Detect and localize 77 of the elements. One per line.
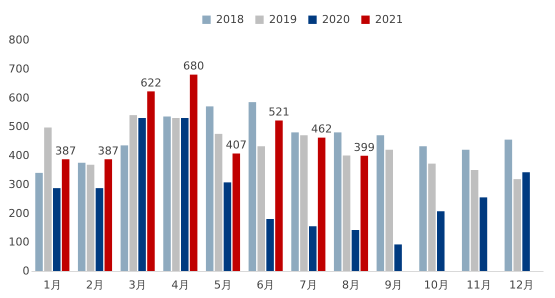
y-tick-label: 800: [8, 34, 30, 46]
bar: [62, 159, 70, 271]
bar: [206, 106, 214, 271]
y-tick-label: 400: [8, 149, 30, 162]
y-tick-label: 700: [8, 62, 30, 76]
bar: [96, 188, 104, 271]
bar: [44, 127, 52, 271]
data-label: 399: [354, 140, 375, 154]
bar: [334, 132, 342, 271]
data-label: 462: [311, 122, 332, 136]
bar: [129, 115, 137, 271]
bar: [224, 182, 232, 271]
legend-label: 2018: [216, 12, 244, 26]
bar: [35, 172, 43, 271]
x-tick-label: 6月: [256, 278, 275, 292]
bar: [309, 226, 317, 271]
x-tick-label: 11月: [466, 278, 492, 292]
bar: [522, 172, 530, 271]
x-tick-label: 3月: [128, 278, 147, 292]
bar: [342, 156, 350, 271]
bar: [163, 116, 171, 271]
bar: [275, 120, 283, 271]
x-tick-label: 10月: [424, 278, 449, 292]
bar: [181, 118, 189, 271]
data-label: 680: [183, 60, 204, 73]
data-label: 521: [268, 106, 290, 119]
bar: [266, 219, 274, 271]
bar: [385, 150, 393, 271]
bar: [257, 146, 265, 271]
bar: [462, 150, 470, 271]
y-tick-label: 200: [8, 206, 30, 220]
data-label: 622: [140, 76, 162, 90]
bar: [394, 244, 402, 271]
bar: [300, 135, 308, 271]
bar: [248, 102, 256, 271]
bar: [480, 197, 488, 271]
legend-label: 2020: [322, 12, 350, 26]
bar: [437, 211, 445, 271]
bar: [360, 156, 368, 271]
data-label: 387: [98, 144, 119, 158]
x-tick-label: 4月: [171, 278, 190, 292]
data-label: 387: [55, 144, 76, 158]
bar: [78, 162, 86, 271]
y-tick-label: 300: [8, 178, 30, 191]
bar: [419, 146, 427, 271]
x-tick-label: 2月: [86, 278, 104, 292]
bar: [190, 74, 198, 271]
x-tick-label: 12月: [509, 278, 534, 292]
bar: [138, 118, 146, 271]
bar: [86, 164, 94, 271]
bar: [53, 188, 61, 271]
bar: [120, 145, 128, 271]
y-tick-label: 500: [8, 120, 30, 134]
x-tick-label: 1月: [43, 278, 62, 292]
bar: [470, 170, 478, 271]
legend-label: 2019: [269, 12, 297, 26]
bar: [318, 138, 326, 271]
bar: [376, 135, 384, 271]
bar: [172, 118, 180, 271]
x-tick-label: 9月: [384, 278, 403, 292]
bar: [428, 164, 436, 271]
x-tick-label: 5月: [214, 278, 232, 292]
bar: [214, 134, 222, 271]
y-tick-label: 600: [8, 91, 30, 104]
legend-label: 2021: [375, 12, 403, 26]
y-tick-label: 0: [22, 264, 30, 278]
bar: [291, 132, 299, 271]
bar: [504, 140, 512, 271]
data-label: 407: [226, 138, 247, 152]
bar: [232, 153, 240, 271]
bar: [352, 230, 360, 271]
bar: [104, 159, 112, 271]
y-tick-label: 100: [8, 236, 30, 249]
bar: [513, 179, 521, 271]
x-tick-label: 8月: [342, 278, 360, 292]
bar: [147, 91, 155, 271]
x-tick-label: 7月: [299, 278, 318, 292]
